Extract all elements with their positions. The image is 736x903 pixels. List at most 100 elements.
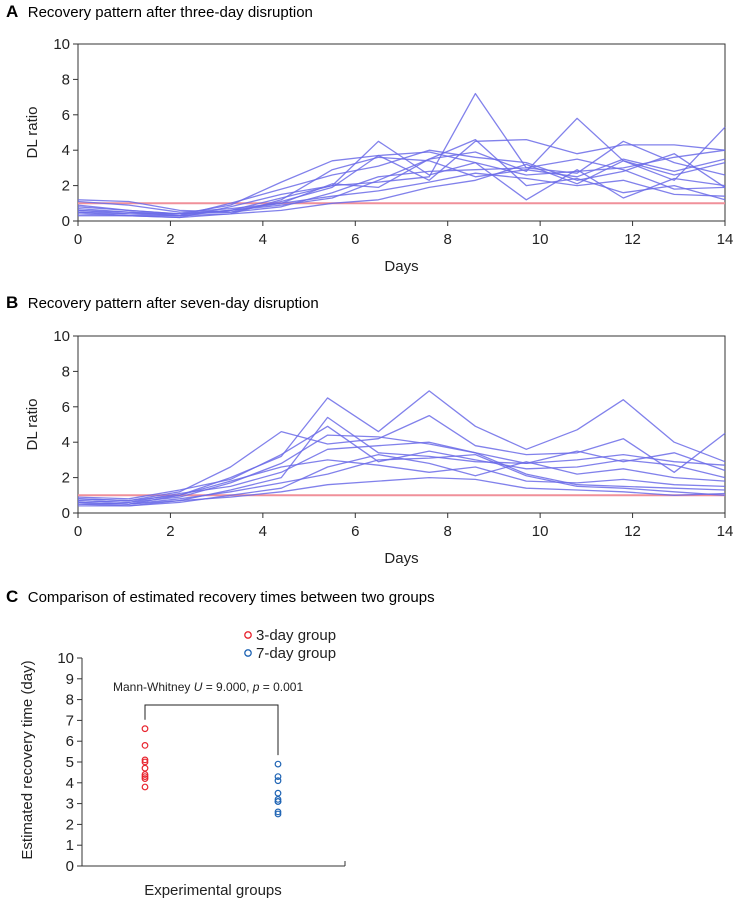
panel-c-chart: 3-day group 7-day group Mann-Whitney U =… — [19, 627, 346, 899]
series-line-s2 — [77, 92, 726, 219]
panel-c-letter: C — [6, 587, 18, 606]
x-tick-label: 10 — [532, 523, 549, 540]
y-tick-label: 5 — [66, 754, 74, 771]
scatter-point-3-day — [141, 725, 149, 733]
legend-marker-7-day — [244, 649, 252, 657]
stat-middle: = 9.000, — [202, 680, 252, 694]
panel-a-letter: A — [6, 2, 18, 21]
legend-label-3-day: 3-day group — [256, 627, 336, 644]
y-tick-label: 8 — [62, 71, 70, 88]
series-line-s7 — [77, 453, 726, 505]
y-axis-label: DL ratio — [24, 399, 41, 451]
legend-marker-3-day — [244, 631, 252, 639]
legend-label-7-day: 7-day group — [256, 645, 336, 662]
x-tick-label: 14 — [717, 231, 734, 248]
series-line-s6 — [77, 160, 726, 217]
y-tick-label: 6 — [66, 733, 74, 750]
series-line-s9 — [77, 158, 726, 215]
x-tick-label: 2 — [166, 523, 174, 540]
y-tick-label: 0 — [66, 858, 74, 875]
y-tick-label: 6 — [62, 107, 70, 124]
scatter-point-7-day — [274, 810, 282, 818]
panel-b-letter: B — [6, 293, 18, 312]
scatter-point-7-day — [274, 789, 282, 797]
panel-b-title-text: Recovery pattern after seven-day disrupt… — [28, 295, 319, 312]
scatter-point-3-day — [141, 775, 149, 782]
stat-u-symbol: U — [194, 680, 203, 694]
panel-b-chart: 0 2 4 6 8 10 0 2 4 6 8 10 12 14 Days DL ratio — [24, 328, 733, 567]
x-tick-label: 6 — [351, 231, 359, 248]
panel-c-y-label: Estimated recovery time (day) — [19, 660, 36, 859]
plot-frame — [77, 335, 726, 514]
y-tick-label: 1 — [66, 837, 74, 854]
y-tick-label: 2 — [66, 816, 74, 833]
y-tick-label: 9 — [66, 671, 74, 688]
scatter-point-7-day — [274, 777, 282, 785]
series-line-s11 — [77, 172, 726, 213]
y-tick-label: 0 — [62, 213, 70, 230]
x-tick-label: 12 — [624, 231, 641, 248]
y-tick-label: 8 — [66, 692, 74, 709]
panel-a-title: A Recovery pattern after three-day disru… — [6, 2, 313, 21]
panel-c-title-text: Comparison of estimated recovery times b… — [28, 589, 435, 606]
scatter-point-3-day — [141, 758, 149, 766]
series-line-s10 — [78, 156, 726, 219]
scatter-point-3-day — [141, 771, 149, 778]
y-tick-label: 10 — [53, 36, 70, 53]
scatter-point-7-day — [274, 796, 282, 803]
y-tick-label: 7 — [66, 712, 74, 729]
series-line-s9 — [77, 441, 726, 504]
y-tick-label: 4 — [62, 434, 70, 451]
series-line-s8 — [78, 476, 726, 505]
panel-c-title: C Comparison of estimated recovery times… — [6, 587, 435, 606]
scatter-point-3-day — [141, 742, 149, 749]
scatter-point-3-day — [141, 764, 149, 772]
x-tick-label: 2 — [166, 231, 174, 248]
x-tick-label: 6 — [351, 523, 359, 540]
x-tick-label: 14 — [717, 523, 734, 540]
x-tick-label: 4 — [259, 523, 267, 540]
x-tick-label: 0 — [74, 523, 82, 540]
y-tick-label: 2 — [62, 178, 70, 195]
x-tick-label: 10 — [532, 231, 549, 248]
panel-b-title: B Recovery pattern after seven-day disru… — [6, 293, 319, 312]
scatter-point-3-day — [141, 773, 149, 780]
series-line-s10 — [77, 459, 726, 502]
scatter-point-7-day — [274, 798, 282, 805]
stat-prefix: Mann-Whitney — [113, 680, 194, 694]
series-line-s5 — [77, 425, 726, 500]
panel-a-chart: 0 2 4 6 8 10 0 2 4 6 8 10 12 14 Days DL ratio — [24, 36, 733, 275]
y-tick-label: 10 — [57, 650, 74, 667]
scatter-point-3-day — [141, 756, 149, 764]
significance-bracket — [144, 704, 279, 756]
y-tick-label: 4 — [62, 142, 70, 159]
x-tick-label: 0 — [74, 231, 82, 248]
panel-a-title-text: Recovery pattern after three-day disrupt… — [28, 4, 313, 21]
scatter-point-3-day — [141, 783, 149, 791]
scatter-point-7-day — [274, 760, 282, 768]
plot-frame — [77, 43, 726, 222]
y-tick-label: 2 — [62, 470, 70, 487]
x-tick-label: 4 — [259, 231, 267, 248]
x-tick-label: 8 — [444, 231, 452, 248]
y-tick-label: 3 — [66, 796, 74, 813]
stat-annotation: Mann-Whitney U = 9.000, p = 0.001 — [113, 680, 303, 694]
scatter-point-7-day — [274, 808, 282, 816]
y-tick-label: 0 — [62, 505, 70, 522]
x-axis-label: Days — [384, 550, 418, 567]
y-tick-label: 8 — [62, 363, 70, 380]
y-tick-label: 4 — [66, 775, 74, 792]
stat-suffix: = 0.001 — [259, 680, 303, 694]
series-line-s4 — [77, 434, 726, 504]
series-line-s3 — [77, 416, 726, 507]
scatter-point-7-day — [274, 773, 282, 780]
series-line-s3 — [77, 138, 726, 215]
x-tick-label: 8 — [444, 523, 452, 540]
stat-p-symbol: p — [252, 680, 260, 694]
panel-c-x-label: Experimental groups — [144, 882, 282, 899]
legend: 3-day group 7-day group — [244, 627, 336, 662]
x-tick-label: 12 — [624, 523, 641, 540]
x-axis-label: Days — [384, 258, 418, 275]
y-tick-label: 6 — [62, 399, 70, 416]
